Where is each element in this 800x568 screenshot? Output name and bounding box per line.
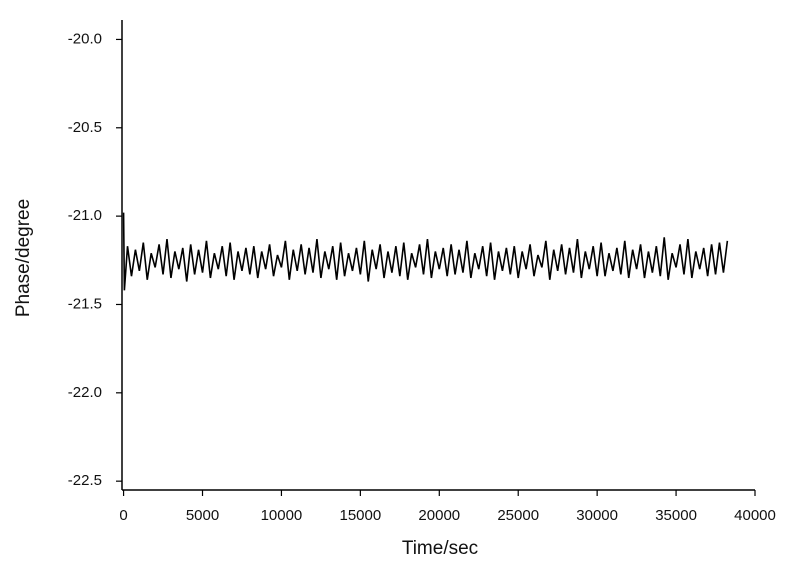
- y-tick-label: -21.5: [68, 295, 102, 312]
- x-tick-label: 35000: [655, 507, 697, 524]
- y-tick-label: -20.0: [68, 30, 102, 47]
- x-tick-label: 10000: [261, 507, 303, 524]
- y-axis-title: Phase/degree: [13, 199, 34, 317]
- x-tick-label: 40000: [734, 507, 776, 524]
- x-tick-label: 5000: [186, 507, 219, 524]
- y-tick-label: -22.0: [68, 384, 102, 401]
- x-axis-title: Time/sec: [402, 538, 478, 559]
- x-tick-label: 25000: [497, 507, 539, 524]
- y-tick-label: -22.5: [68, 472, 102, 489]
- y-tick-label: -20.5: [68, 119, 102, 136]
- x-tick-label: 30000: [576, 507, 618, 524]
- x-tick-label: 20000: [418, 507, 460, 524]
- x-tick-label: 0: [119, 507, 127, 524]
- y-tick-label: -21.0: [68, 207, 102, 224]
- data-line: [122, 212, 729, 291]
- x-tick-label: 15000: [340, 507, 382, 524]
